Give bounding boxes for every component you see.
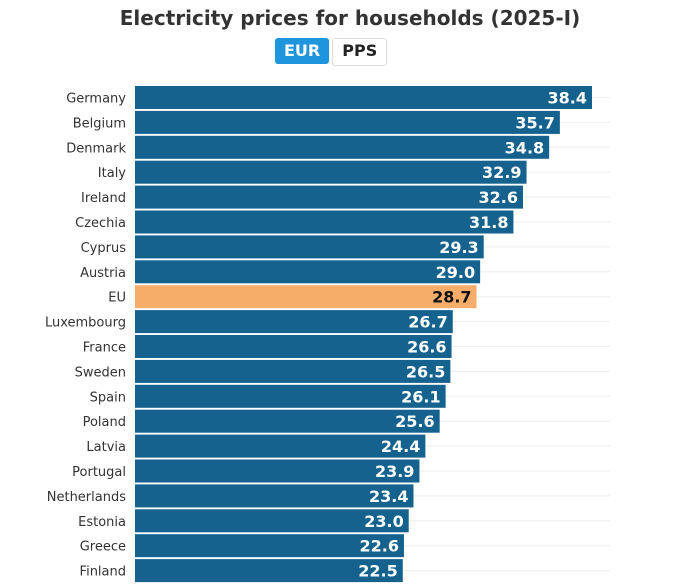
bar-spain [135,384,446,408]
bar-estonia [135,509,409,533]
category-label: Greece [80,540,126,555]
value-label: 29.0 [436,263,475,282]
category-label: Czechia [75,216,126,231]
category-label: Austria [80,266,126,281]
bar-greece [135,534,404,558]
value-label: 23.4 [369,487,408,506]
category-label: Latvia [86,440,126,455]
value-label: 38.4 [548,89,587,108]
bar-eu [135,285,477,309]
category-label: Denmark [66,141,126,156]
category-label: Sweden [75,365,126,380]
bar-ireland [135,185,523,209]
category-label: Portugal [72,465,126,480]
value-label: 35.7 [515,113,554,132]
bar-poland [135,409,440,433]
value-label: 29.3 [439,238,478,257]
bar-france [135,335,452,358]
bar-italy [135,160,527,184]
category-label: Ireland [81,191,126,206]
value-label: 22.5 [358,562,397,581]
category-label: Finland [80,565,126,580]
currency-toggle: EUR PPS [275,38,388,66]
category-label: Estonia [78,515,126,530]
eur-button[interactable]: EUR [275,38,330,64]
bar-germany [135,86,592,109]
value-label: 25.6 [395,412,434,431]
value-label: 24.4 [381,437,420,456]
bar-austria [135,260,481,284]
category-label: Luxembourg [45,316,126,331]
value-label: 34.8 [505,138,544,157]
category-label: Italy [98,166,127,181]
bar-czechia [135,210,514,234]
bar-cyprus [135,235,484,259]
category-label: Belgium [73,116,126,131]
category-label: Netherlands [47,490,126,505]
bar-luxembourg [135,310,453,334]
value-label: 28.7 [432,288,471,307]
value-label: 23.0 [364,512,403,531]
chart-title: Electricity prices for households (2025-… [119,6,581,30]
bar-sweden [135,359,451,383]
value-label: 23.9 [375,462,414,481]
bar-belgium [135,110,560,134]
bar-latvia [135,434,426,458]
value-label: 31.8 [469,213,508,232]
value-label: 26.6 [407,338,446,357]
category-label: Cyprus [81,241,127,256]
category-label: Spain [90,390,126,405]
value-label: 26.1 [401,387,440,406]
value-label: 26.7 [408,313,447,332]
value-label: 32.9 [482,163,521,182]
value-label: 32.6 [478,188,517,207]
bar-denmark [135,135,550,159]
bar-portugal [135,459,420,483]
bar-netherlands [135,484,414,508]
value-label: 26.5 [406,362,445,381]
category-label: France [83,341,126,356]
category-label: EU [108,291,126,306]
value-label: 22.6 [359,537,398,556]
bar-finland [135,559,403,583]
category-label: Poland [83,415,126,430]
pps-button[interactable]: PPS [332,38,388,66]
category-label: Germany [66,92,126,107]
